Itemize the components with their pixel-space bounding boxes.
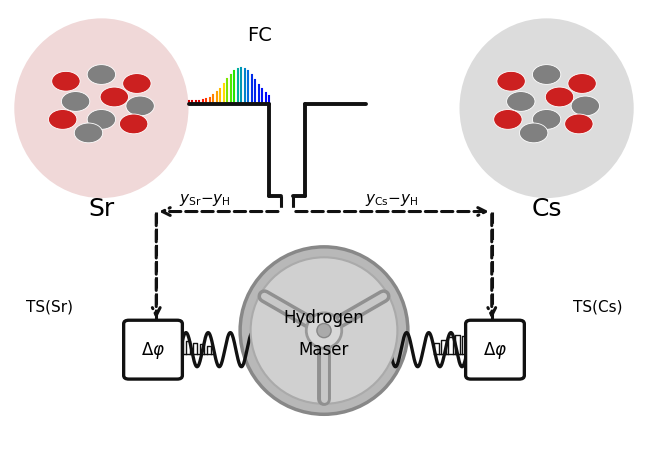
Circle shape (507, 92, 535, 112)
Text: $\Delta\varphi$: $\Delta\varphi$ (141, 340, 165, 360)
Circle shape (546, 88, 573, 108)
Circle shape (119, 115, 148, 134)
Ellipse shape (459, 19, 634, 198)
Circle shape (126, 97, 154, 116)
Circle shape (497, 72, 526, 92)
Circle shape (62, 92, 90, 112)
Circle shape (564, 115, 593, 134)
Circle shape (49, 110, 77, 130)
Text: $y_\mathrm{Sr}{-}y_\mathrm{H}$: $y_\mathrm{Sr}{-}y_\mathrm{H}$ (179, 192, 231, 207)
Circle shape (52, 72, 80, 92)
Circle shape (568, 74, 596, 94)
Circle shape (494, 110, 522, 130)
FancyBboxPatch shape (466, 321, 524, 379)
Circle shape (75, 124, 102, 143)
Ellipse shape (307, 313, 341, 349)
Ellipse shape (251, 258, 397, 404)
Circle shape (571, 97, 599, 116)
FancyBboxPatch shape (124, 321, 182, 379)
Text: Maser: Maser (299, 340, 349, 358)
Text: Cs: Cs (531, 196, 562, 220)
Circle shape (87, 65, 115, 85)
Ellipse shape (240, 247, 408, 414)
Circle shape (122, 74, 151, 94)
Circle shape (87, 110, 115, 130)
Text: TS(Cs): TS(Cs) (573, 299, 623, 314)
Circle shape (100, 88, 128, 108)
Text: TS(Sr): TS(Sr) (27, 299, 73, 314)
Ellipse shape (14, 19, 189, 198)
Text: $\Delta\varphi$: $\Delta\varphi$ (483, 340, 507, 360)
Text: Hydrogen: Hydrogen (284, 308, 364, 327)
Text: $y_\mathrm{Cs}{-}y_\mathrm{H}$: $y_\mathrm{Cs}{-}y_\mathrm{H}$ (365, 192, 419, 207)
Ellipse shape (317, 324, 331, 338)
Text: Sr: Sr (88, 196, 115, 220)
Circle shape (533, 110, 561, 130)
Circle shape (520, 124, 548, 143)
Text: FC: FC (247, 26, 272, 45)
Circle shape (533, 65, 561, 85)
